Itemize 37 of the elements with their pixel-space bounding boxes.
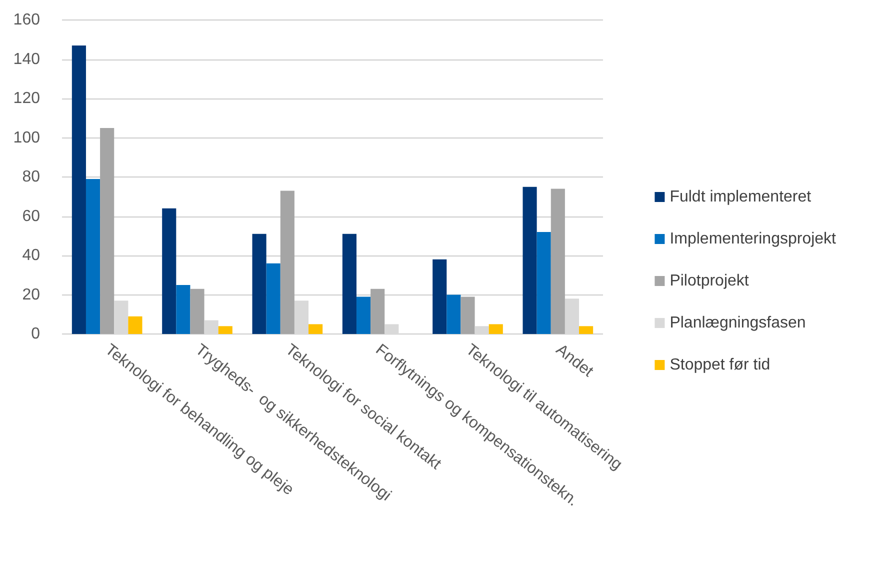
- bar: [446, 294, 461, 334]
- y-tick-label: 20: [22, 286, 40, 304]
- bar: [370, 288, 385, 334]
- y-tick-label: 40: [22, 247, 40, 264]
- bar: [460, 296, 475, 334]
- legend-label: Implementeringsprojekt: [670, 230, 837, 248]
- bar: [266, 263, 280, 334]
- legend-label: Stoppet før tid: [670, 356, 770, 374]
- bar: [280, 190, 294, 334]
- bar: [190, 288, 204, 334]
- y-tick-label: 160: [13, 12, 40, 28]
- bar: [218, 326, 232, 334]
- bar: [522, 186, 537, 334]
- legend-label: Pilotprojekt: [670, 272, 750, 290]
- bar: [86, 178, 100, 334]
- bar: [356, 296, 371, 334]
- bar: [72, 46, 86, 334]
- bar: [488, 324, 503, 334]
- y-tick-label: 120: [13, 90, 40, 107]
- y-tick-label: 60: [22, 208, 40, 225]
- y-tick-label: 140: [13, 50, 40, 68]
- y-tick-label: 100: [13, 129, 40, 146]
- y-tick-label: 0: [31, 326, 40, 342]
- bar: [100, 128, 114, 334]
- legend-label: Planlægningsfasen: [670, 314, 806, 332]
- bar: [308, 324, 323, 334]
- bar: [536, 232, 551, 334]
- bar: [432, 259, 447, 334]
- bar: [128, 316, 142, 334]
- bar: [176, 284, 190, 334]
- bar: [342, 234, 356, 334]
- bar: [162, 208, 176, 334]
- legend-label: Fuldt implementeret: [670, 188, 812, 206]
- y-tick-label: 80: [22, 168, 40, 186]
- bar: [550, 188, 565, 334]
- bar: [579, 326, 594, 334]
- bar: [252, 234, 266, 334]
